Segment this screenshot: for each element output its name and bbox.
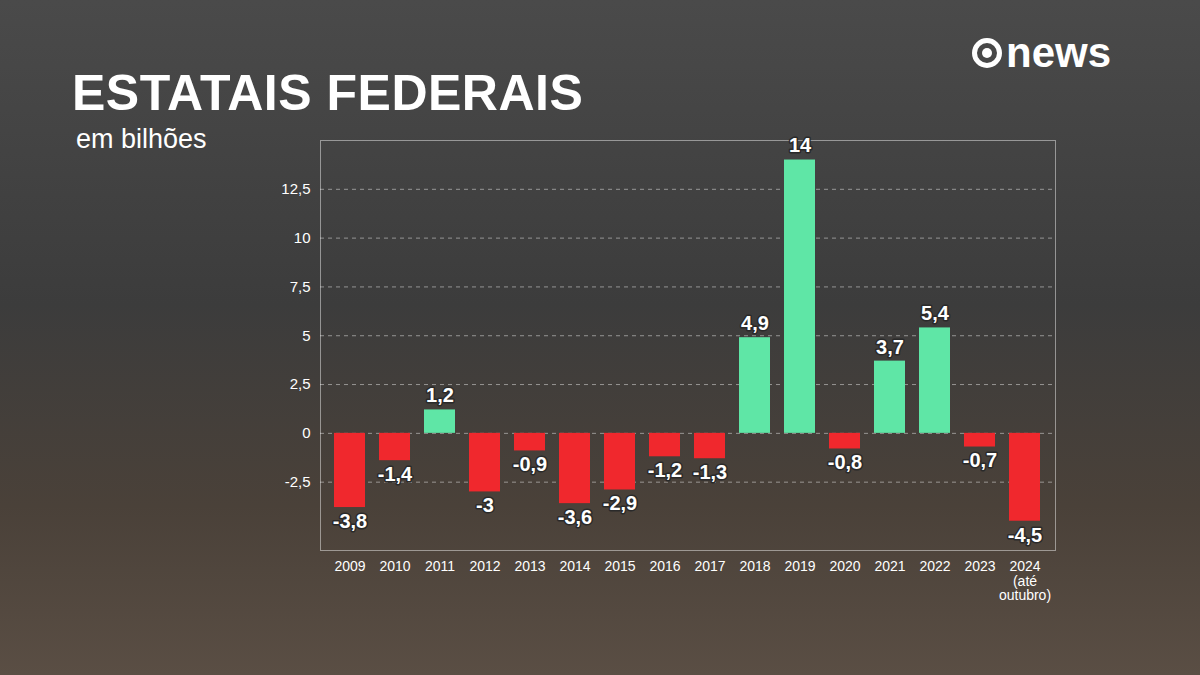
- svg-text:2013: 2013: [514, 558, 545, 574]
- svg-text:2020: 2020: [829, 558, 860, 574]
- svg-text:2009: 2009: [334, 558, 365, 574]
- svg-text:4,9: 4,9: [741, 312, 769, 334]
- svg-text:-3,6: -3,6: [558, 506, 592, 528]
- html-text:ESTATAIS FEDERAIS: ESTATAIS FEDERAIS: [72, 65, 584, 121]
- svg-text:2016: 2016: [649, 558, 680, 574]
- html-text:em bilhões: em bilhões: [76, 124, 207, 154]
- svg-text:-3,8: -3,8: [333, 510, 367, 532]
- svg-text:5: 5: [302, 327, 310, 344]
- svg-text:12,5: 12,5: [281, 180, 310, 197]
- svg-text:-2,9: -2,9: [603, 492, 637, 514]
- html-text:news: news: [1006, 29, 1111, 76]
- svg-text:2011: 2011: [425, 558, 455, 574]
- svg-text:-2,5: -2,5: [285, 473, 311, 490]
- svg-text:2022: 2022: [919, 558, 950, 574]
- svg-text:2017: 2017: [694, 558, 725, 574]
- svg-text:2023: 2023: [964, 558, 995, 574]
- svg-text:-0,7: -0,7: [963, 449, 997, 471]
- svg-text:2014: 2014: [559, 558, 590, 574]
- svg-text:-0,9: -0,9: [513, 453, 547, 475]
- svg-text:7,5: 7,5: [290, 278, 311, 295]
- svg-text:-3: -3: [476, 494, 494, 516]
- svg-text:-1,4: -1,4: [378, 463, 413, 485]
- svg-text:2012: 2012: [469, 558, 500, 574]
- svg-text:-1,2: -1,2: [648, 459, 682, 481]
- svg-text:14: 14: [789, 134, 812, 156]
- svg-text:2021: 2021: [874, 558, 905, 574]
- svg-text:2019: 2019: [784, 558, 815, 574]
- svg-text:-0,8: -0,8: [828, 451, 862, 473]
- svg-text:2010: 2010: [379, 558, 410, 574]
- svg-text:2024(atéoutubro): 2024(atéoutubro): [999, 558, 1051, 603]
- svg-text:2018: 2018: [739, 558, 770, 574]
- svg-text:-4,5: -4,5: [1008, 524, 1042, 546]
- svg-text:10: 10: [294, 229, 311, 246]
- svg-text:2,5: 2,5: [290, 375, 311, 392]
- svg-text:-1,3: -1,3: [693, 461, 727, 483]
- svg-text:5,4: 5,4: [921, 302, 950, 324]
- svg-text:1,2: 1,2: [426, 384, 454, 406]
- svg-text:2015: 2015: [604, 558, 635, 574]
- svg-text:0: 0: [302, 424, 310, 441]
- svg-text:3,7: 3,7: [876, 336, 904, 358]
